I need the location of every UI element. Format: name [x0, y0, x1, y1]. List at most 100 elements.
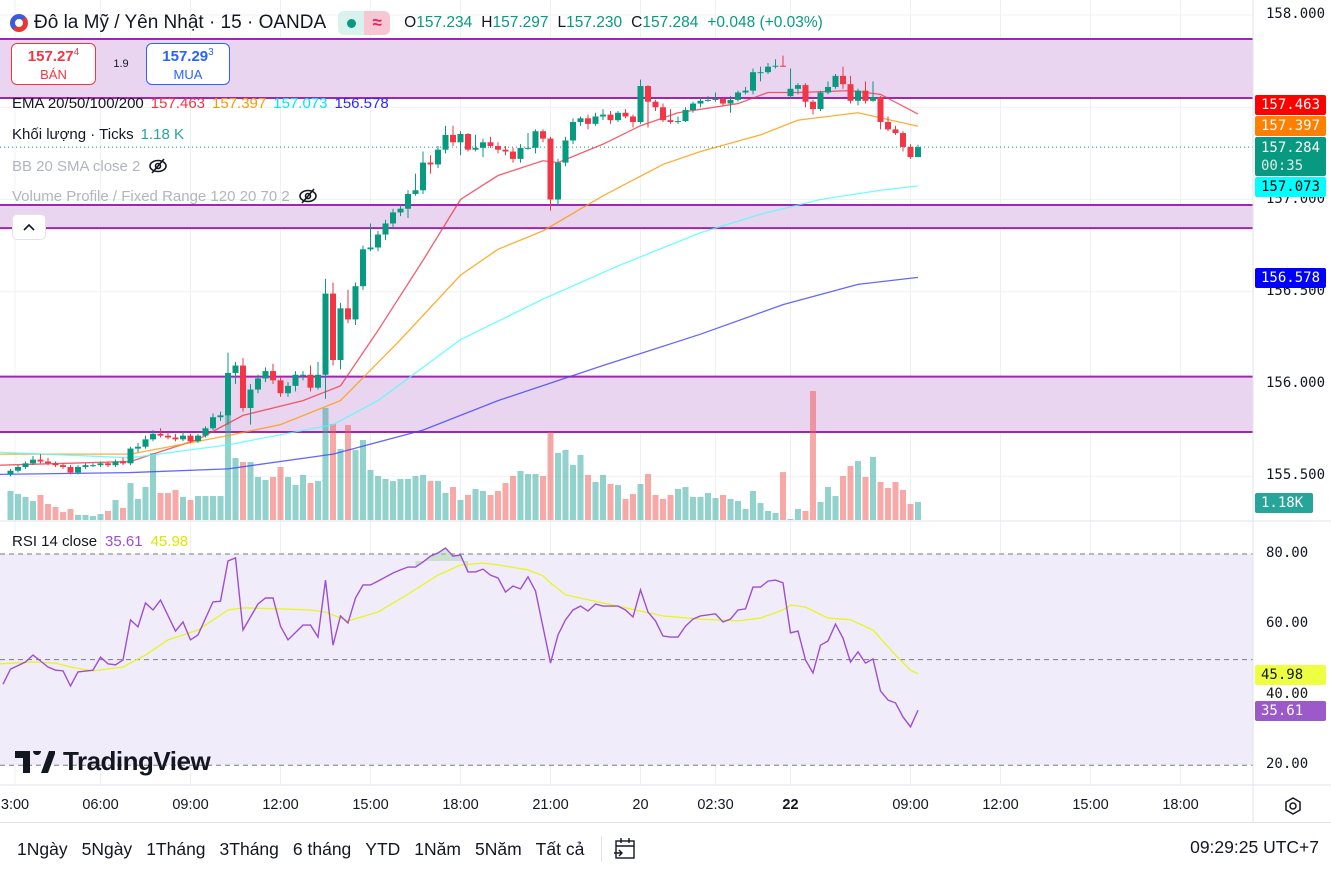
- candle-up: [262, 371, 269, 379]
- volume-bar: [517, 470, 524, 520]
- volume-bar: [885, 487, 891, 520]
- range-button[interactable]: 6 tháng: [292, 838, 352, 859]
- candle-down: [892, 129, 899, 134]
- sell-button[interactable]: 157.274 BÁN: [11, 43, 96, 85]
- candle-up: [247, 389, 254, 408]
- bottom-toolbar: 1Ngày 5Ngày 1Tháng 3Tháng 6 tháng YTD 1Năm 5Năm…: [0, 822, 1331, 875]
- clock-timezone[interactable]: 09:29:25 UTC+7: [1190, 837, 1319, 857]
- rsi-value: 35.61: [105, 533, 143, 550]
- collapse-legend-button[interactable]: [12, 214, 46, 240]
- range-button[interactable]: 1Ngày: [17, 838, 68, 859]
- volume-bar: [795, 509, 801, 520]
- candle-up: [697, 100, 704, 104]
- legend-ema[interactable]: EMA 20/50/100/200 157.463 157.397 157.07…: [12, 95, 389, 112]
- similar-icon[interactable]: ≈: [364, 11, 391, 35]
- volume-bar: [457, 500, 464, 520]
- ohlc-values: O157.234 H157.297 L157.230 C157.284 +0.0…: [404, 14, 823, 32]
- range-button[interactable]: 3Tháng: [219, 838, 279, 859]
- candle-up: [562, 140, 569, 163]
- volume-value: 1.18 K: [140, 126, 184, 143]
- candle-up: [322, 293, 329, 375]
- volume-bar: [420, 474, 426, 520]
- bar-countdown: 00:35: [1261, 158, 1304, 174]
- chart-area[interactable]: [0, 0, 1331, 822]
- candle-up: [787, 88, 794, 97]
- status-pill[interactable]: ≈: [338, 11, 391, 35]
- candle-down: [45, 461, 51, 464]
- candle-down: [660, 107, 666, 121]
- volume-bar: [547, 432, 554, 520]
- time-axis-label: 20: [632, 797, 649, 813]
- volume-bar: [510, 476, 516, 520]
- sell-price-pip: 4: [73, 47, 80, 58]
- candle-up: [742, 90, 749, 93]
- tradingview-logo[interactable]: TradingView: [15, 746, 211, 777]
- volume-bar: [660, 498, 666, 520]
- chart-canvas[interactable]: [0, 0, 1331, 822]
- volume-bar: [7, 490, 14, 520]
- candle-up: [225, 372, 231, 416]
- sell-label: BÁN: [40, 67, 67, 82]
- eye-off-icon[interactable]: [297, 185, 319, 207]
- volume-bar: [840, 476, 846, 520]
- volume-bar: [787, 518, 794, 520]
- volume-bar: [300, 474, 306, 520]
- candle-up: [15, 467, 21, 471]
- pane-separators: [0, 0, 1331, 822]
- volume-bar: [225, 409, 231, 520]
- candle-up: [352, 286, 359, 320]
- eye-off-icon[interactable]: [147, 155, 169, 177]
- candle-up: [82, 465, 89, 468]
- rsi-line: [2, 547, 919, 729]
- range-button[interactable]: 5Ngày: [81, 838, 133, 859]
- volume-bar: [15, 494, 21, 520]
- candle-down: [907, 146, 914, 158]
- ema200-value: 156.578: [334, 95, 389, 112]
- candle-up: [180, 435, 186, 440]
- volume-badge: 1.18K: [1255, 493, 1313, 513]
- volume-bar: [52, 507, 59, 520]
- legend-volume[interactable]: Khối lượng · Ticks 1.18 K: [12, 126, 184, 143]
- candle-down: [67, 467, 74, 473]
- close-value: 157.284: [642, 14, 699, 31]
- volume-bar: [540, 476, 546, 520]
- chart-settings-icon[interactable]: [1282, 795, 1304, 817]
- rsi-axis-label: 20.00: [1266, 756, 1309, 773]
- range-button[interactable]: Tất cả: [535, 838, 585, 859]
- legend-rsi[interactable]: RSI 14 close 35.61 45.98: [12, 533, 188, 550]
- volume-bar: [825, 487, 831, 520]
- calendar-goto-icon[interactable]: [612, 836, 638, 862]
- volume-bar: [570, 465, 576, 520]
- volume-bar: [67, 509, 74, 520]
- volume-bar: [97, 514, 104, 520]
- range-button[interactable]: 5Năm: [474, 838, 522, 859]
- symbol-title[interactable]: Đô la Mỹ / Yên Nhật · 15 · OANDA: [34, 12, 327, 33]
- range-button[interactable]: 1Tháng: [146, 838, 206, 859]
- volume-bar: [780, 472, 786, 520]
- candle-down: [60, 465, 66, 468]
- volume-bar: [705, 492, 711, 520]
- volume-bar: [675, 489, 681, 520]
- buy-button[interactable]: 157.293 MUA: [146, 43, 230, 85]
- buy-label: MUA: [173, 67, 203, 82]
- candle-up: [855, 90, 861, 101]
- market-open-dot-icon[interactable]: [338, 11, 365, 35]
- volume-bar: [562, 449, 569, 520]
- range-button[interactable]: 1Năm: [414, 838, 461, 859]
- legend-bb[interactable]: BB 20 SMA close 2: [12, 155, 169, 177]
- candle-down: [120, 461, 126, 464]
- candle-down: [840, 75, 846, 85]
- candle-down: [450, 134, 456, 143]
- volume-bar: [322, 407, 329, 520]
- volume-bar: [180, 496, 186, 520]
- candle-up: [112, 461, 119, 466]
- volume-bar: [592, 481, 599, 520]
- volume-bar: [532, 474, 539, 520]
- volume-bar: [22, 496, 29, 520]
- range-button[interactable]: YTD: [365, 838, 401, 859]
- candle-down: [240, 365, 246, 408]
- volume-bar: [187, 500, 194, 520]
- candle-up: [142, 439, 149, 447]
- legend-volume-profile[interactable]: Volume Profile / Fixed Range 120 20 70 2: [12, 185, 319, 207]
- candle-down: [330, 293, 336, 361]
